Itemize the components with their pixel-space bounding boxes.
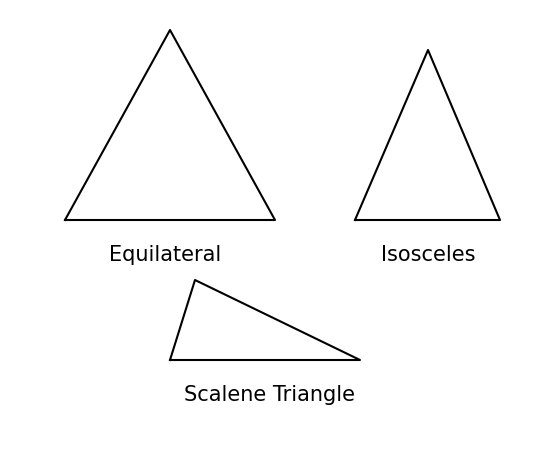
Text: Isosceles: Isosceles	[381, 245, 475, 265]
Text: Equilateral: Equilateral	[109, 245, 221, 265]
Text: Scalene Triangle: Scalene Triangle	[184, 385, 355, 405]
